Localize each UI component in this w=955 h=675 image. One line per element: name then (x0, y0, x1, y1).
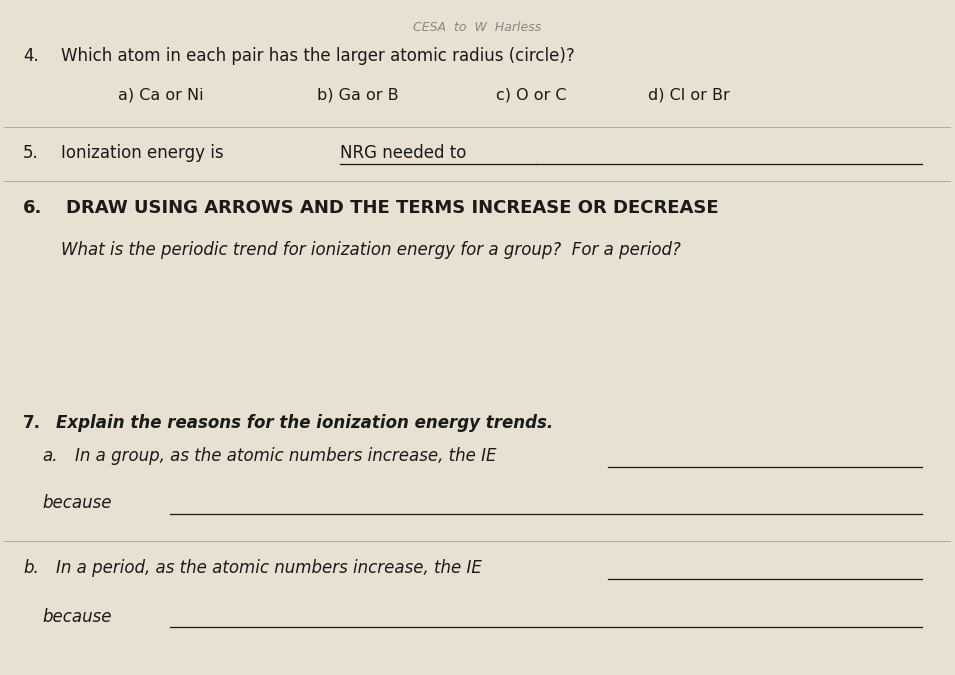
Text: Ionization energy is: Ionization energy is (61, 144, 229, 162)
Text: 6.: 6. (23, 199, 42, 217)
Text: c) O or C: c) O or C (497, 88, 567, 103)
Text: 5.: 5. (23, 144, 39, 162)
Text: b.: b. (23, 559, 39, 577)
Text: a) Ca or Ni: a) Ca or Ni (117, 88, 203, 103)
Text: b) Ga or B: b) Ga or B (316, 88, 398, 103)
Text: Which atom in each pair has the larger atomic radius (circle)?: Which atom in each pair has the larger a… (61, 47, 575, 65)
Text: Explain the reasons for the ionization energy trends.: Explain the reasons for the ionization e… (56, 414, 554, 432)
Text: CESA  to  W  Harless: CESA to W Harless (414, 21, 541, 34)
Text: 7.: 7. (23, 414, 41, 432)
Text: d) Cl or Br: d) Cl or Br (647, 88, 730, 103)
Text: NRG needed to: NRG needed to (340, 144, 467, 162)
Text: In a period, as the atomic numbers increase, the IE: In a period, as the atomic numbers incre… (56, 559, 482, 577)
Text: 4.: 4. (23, 47, 39, 65)
Text: What is the periodic trend for ionization energy for a group?  For a period?: What is the periodic trend for ionizatio… (61, 241, 681, 259)
Text: because: because (42, 494, 112, 512)
Text: a.: a. (42, 448, 57, 466)
Text: DRAW USING ARROWS AND THE TERMS INCREASE OR DECREASE: DRAW USING ARROWS AND THE TERMS INCREASE… (66, 199, 718, 217)
Text: because: because (42, 608, 112, 626)
Text: In a group, as the atomic numbers increase, the IE: In a group, as the atomic numbers increa… (75, 448, 497, 466)
